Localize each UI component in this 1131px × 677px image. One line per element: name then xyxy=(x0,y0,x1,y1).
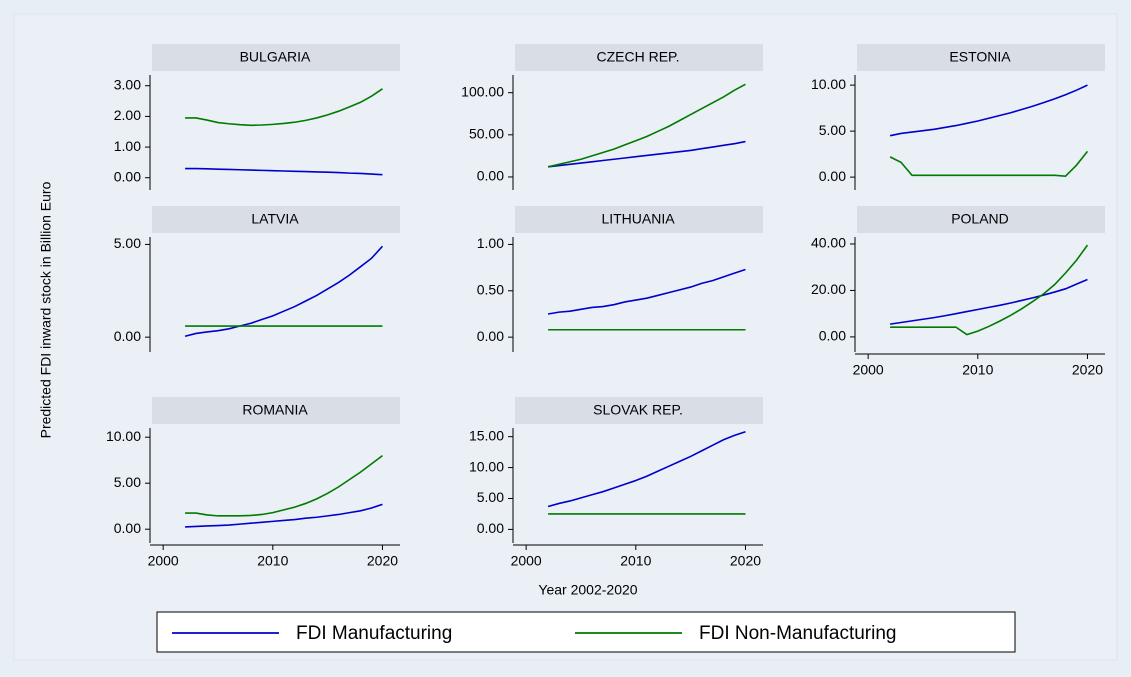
y-tick-label: 5.00 xyxy=(114,474,141,490)
x-tick-label: 2020 xyxy=(730,553,761,569)
y-tick-label: 0.00 xyxy=(819,328,846,344)
y-tick-label: 1.00 xyxy=(477,235,504,251)
y-tick-label: 0.50 xyxy=(477,281,504,297)
series-line xyxy=(547,430,746,508)
y-tick-label: 5.00 xyxy=(819,122,846,138)
panel-title: LITHUANIA xyxy=(601,211,675,227)
series-line xyxy=(890,244,1089,336)
x-tick-label: 2000 xyxy=(148,553,179,569)
y-tick-label: 5.00 xyxy=(114,235,141,251)
panel-title: LATVIA xyxy=(251,211,299,227)
series-line xyxy=(547,140,746,168)
y-tick-label: 0.00 xyxy=(114,328,141,344)
x-tick-label: 2000 xyxy=(511,553,542,569)
y-tick-label: 10.00 xyxy=(106,428,141,444)
y-tick-label: 1.00 xyxy=(114,138,141,154)
series-line xyxy=(185,167,383,176)
series-line xyxy=(184,245,384,338)
panel-title: ESTONIA xyxy=(949,49,1011,65)
panel-title-bar xyxy=(515,397,763,424)
panel-title: ROMANIA xyxy=(242,402,308,418)
panel-title: SLOVAK REP. xyxy=(593,402,683,418)
y-tick-label: 20.00 xyxy=(811,281,846,297)
x-tick-label: 2020 xyxy=(367,553,398,569)
plot-region xyxy=(13,13,1118,661)
x-tick-label: 2010 xyxy=(257,553,288,569)
x-tick-label: 2010 xyxy=(620,553,651,569)
legend-label: FDI Manufacturing xyxy=(296,623,452,644)
series-line xyxy=(889,84,1088,137)
x-tick-label: 2010 xyxy=(962,362,993,378)
panel-title-bar xyxy=(152,206,400,233)
legend xyxy=(156,611,1016,653)
x-tick-label: 2020 xyxy=(1072,362,1103,378)
y-tick-label: 15.00 xyxy=(469,427,504,443)
x-axis-label: Year 2002-2020 xyxy=(538,582,637,598)
y-tick-label: 100.00 xyxy=(461,83,504,99)
panel-title: CZECH REP. xyxy=(597,49,680,65)
y-axis-label: Predicted FDI inward stock in Billion Eu… xyxy=(38,181,54,438)
y-tick-label: 3.00 xyxy=(114,76,141,92)
series-line xyxy=(185,454,383,517)
y-tick-label: 10.00 xyxy=(469,458,504,474)
series-line xyxy=(547,83,746,168)
y-tick-label: 0.00 xyxy=(477,328,504,344)
panel-title-bar xyxy=(857,44,1105,71)
series-line xyxy=(889,278,1088,325)
panel-title-bar xyxy=(152,397,400,424)
panel-title: BULGARIA xyxy=(240,49,311,65)
panel-title-bar xyxy=(857,206,1105,233)
y-tick-label: 0.00 xyxy=(114,520,141,536)
panel-title-bar xyxy=(515,206,763,233)
panel-title-bar xyxy=(152,44,400,71)
y-tick-label: 0.00 xyxy=(114,168,141,184)
y-tick-label: 0.00 xyxy=(819,168,846,184)
y-tick-label: 40.00 xyxy=(811,235,846,251)
y-tick-label: 10.00 xyxy=(811,76,846,92)
x-tick-label: 2000 xyxy=(853,362,884,378)
series-line xyxy=(185,88,383,127)
y-tick-label: 2.00 xyxy=(114,107,141,123)
series-line xyxy=(185,503,383,528)
y-tick-label: 0.00 xyxy=(477,520,504,536)
series-line xyxy=(889,150,1089,178)
panel-title: POLAND xyxy=(951,211,1009,227)
panel-title-bar xyxy=(515,44,763,71)
series-line xyxy=(547,268,746,315)
legend-label: FDI Non-Manufacturing xyxy=(699,623,896,644)
y-tick-label: 5.00 xyxy=(477,489,504,505)
y-tick-label: 50.00 xyxy=(469,126,504,142)
y-tick-label: 0.00 xyxy=(477,168,504,184)
